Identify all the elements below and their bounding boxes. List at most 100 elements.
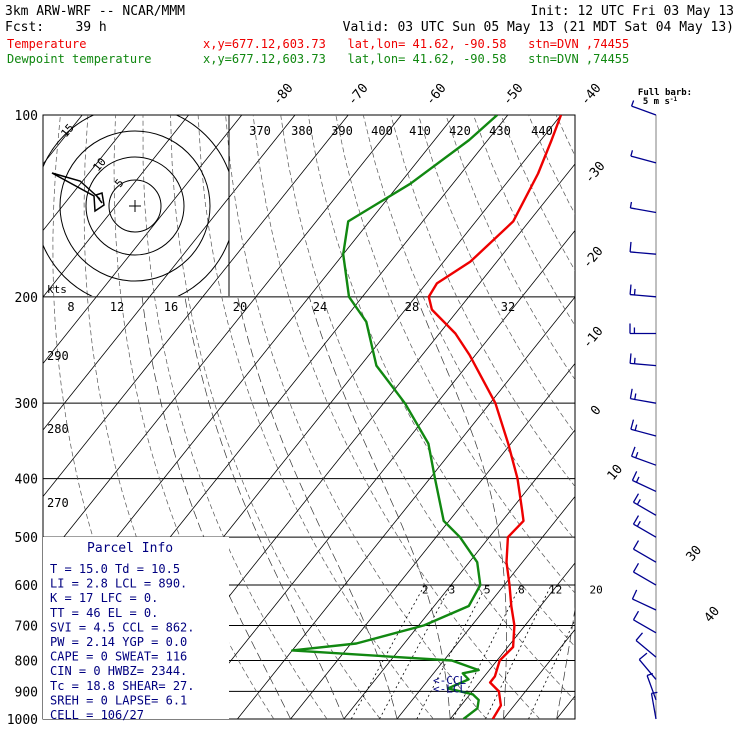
hodograph-axis-tick: 8 bbox=[67, 300, 74, 314]
parcel-info-row: TT = 46 EL = 0. bbox=[50, 606, 158, 620]
dewpoint-label: Dewpoint temperature bbox=[7, 52, 152, 66]
isotherm-label: -10 bbox=[580, 324, 607, 352]
mixing-ratio-line bbox=[350, 584, 425, 719]
wind-barb bbox=[630, 446, 657, 466]
sounding-traces bbox=[291, 115, 563, 719]
wind-barb-flag bbox=[651, 691, 658, 695]
wind-barb bbox=[635, 632, 657, 658]
wind-barb-flag bbox=[631, 589, 638, 600]
wind-barb-staff bbox=[630, 155, 657, 164]
ccl-annotation: <-CCL bbox=[433, 674, 466, 687]
mixing-ratio-line bbox=[452, 584, 521, 719]
dry-adiabat bbox=[170, 115, 381, 719]
hodograph-ring bbox=[59, 130, 211, 282]
wind-barb-staff bbox=[630, 207, 657, 214]
isotherm-label: -40 bbox=[578, 81, 605, 109]
dry-adiabat bbox=[500, 115, 575, 272]
wind-barb-staff bbox=[633, 571, 657, 586]
wind-barb-staff bbox=[633, 619, 657, 634]
pressure-tick-label: 600 bbox=[15, 579, 38, 594]
wind-barb-staff bbox=[631, 105, 657, 116]
pressure-tick-label: 300 bbox=[15, 397, 38, 412]
wind-barb-flag bbox=[632, 515, 640, 525]
isotherm-line bbox=[43, 115, 349, 498]
wind-barb-staff bbox=[633, 523, 657, 538]
dry-adiabat bbox=[197, 115, 434, 719]
isotherm-label: 30 bbox=[684, 543, 706, 565]
theta-label: 420 bbox=[449, 124, 471, 138]
wind-barb-staff bbox=[632, 598, 657, 611]
wind-barb-flag bbox=[636, 520, 641, 527]
mixing-ratio-label: 20 bbox=[590, 584, 603, 597]
hodograph-ring bbox=[85, 156, 185, 256]
wind-barb bbox=[629, 323, 656, 335]
wind-barb-flag bbox=[630, 150, 634, 157]
parcel-info-panel: Parcel Info T = 15.0 Td = 10.5LI = 2.8 L… bbox=[43, 537, 229, 722]
hodograph-unit-label: kts bbox=[47, 283, 67, 296]
mixing-ratio-line bbox=[485, 584, 552, 719]
wind-barb bbox=[630, 419, 657, 437]
dry-adiabat bbox=[721, 115, 740, 719]
mixing-ratio-label: 12 bbox=[549, 584, 562, 597]
isotherm-label: 10 bbox=[605, 462, 627, 484]
wind-barb bbox=[631, 471, 657, 493]
dry-adiabat bbox=[252, 115, 541, 719]
parcel-info-row: CAPE = 0 SWEAT= 116 bbox=[50, 650, 187, 664]
pressure-tick-label: 500 bbox=[15, 531, 38, 546]
wind-barb-staff bbox=[646, 675, 657, 701]
parcel-info-row: K = 17 LFC = 0. bbox=[50, 591, 158, 605]
wind-barb bbox=[638, 652, 657, 680]
isotherm-line bbox=[610, 115, 740, 719]
wind-barbs bbox=[629, 100, 658, 720]
dry-adiabat bbox=[307, 115, 575, 648]
wind-barb bbox=[632, 563, 657, 586]
wind-barb bbox=[632, 540, 657, 563]
wind-barb-flag bbox=[632, 563, 640, 573]
temperature-trace bbox=[427, 115, 563, 719]
valid-time: Valid: 03 UTC Sun 05 May 13 (21 MDT Sat … bbox=[343, 20, 734, 35]
isotherm-line bbox=[716, 115, 740, 719]
parcel-info-row: CIN = 0 HWBZ= 2344. bbox=[50, 664, 187, 678]
parcel-info-row: T = 15.0 Td = 10.5 bbox=[50, 562, 180, 576]
isotherm-line bbox=[449, 562, 575, 719]
parcel-info-row: Tc = 18.8 SHEAR= 27. bbox=[50, 679, 195, 693]
wind-barb bbox=[629, 201, 657, 214]
dewpoint-trace bbox=[291, 115, 498, 719]
theta-label: 390 bbox=[331, 124, 353, 138]
hodograph-axis-tick: 12 bbox=[110, 300, 124, 314]
isotherm-line bbox=[290, 362, 575, 719]
wind-barb-staff bbox=[633, 501, 657, 516]
wind-barb-flag bbox=[646, 672, 653, 677]
wind-barb bbox=[630, 150, 657, 164]
theta-label-left: 270 bbox=[47, 496, 69, 510]
wind-barb-staff bbox=[630, 293, 657, 298]
pressure-tick-label: 400 bbox=[15, 473, 38, 488]
wind-barb bbox=[650, 691, 658, 720]
isotherm-label: 0 bbox=[588, 403, 605, 419]
model-title: 3km ARW-WRF -- NCAR/MMM bbox=[5, 4, 185, 19]
lcl-annotation: <-LCL bbox=[433, 682, 466, 695]
dry-adiabat bbox=[335, 115, 575, 594]
isotherm-line bbox=[663, 115, 740, 719]
hodograph-rings bbox=[43, 115, 229, 296]
isotherm-line bbox=[343, 429, 575, 719]
dry-adiabat bbox=[528, 115, 575, 215]
mixing-ratio-label: 2 bbox=[422, 584, 429, 597]
wind-barb-flag bbox=[633, 288, 636, 295]
hodograph-ring-label: 10 bbox=[90, 155, 108, 174]
wind-barb bbox=[631, 589, 657, 611]
theta-label: 440 bbox=[531, 124, 553, 138]
pressure-tick-label: 800 bbox=[15, 654, 38, 669]
wind-barb-flag bbox=[629, 201, 633, 209]
wind-barb-staff bbox=[650, 693, 657, 720]
hodograph-axis-tick: 28 bbox=[405, 300, 419, 314]
isotherm-label: -70 bbox=[345, 81, 372, 109]
theta-label: 370 bbox=[249, 124, 271, 138]
isotherm-line bbox=[43, 115, 136, 232]
dry-adiabat bbox=[225, 115, 487, 719]
isotherm-label: -60 bbox=[423, 81, 450, 109]
mixing-ratio-label: 8 bbox=[518, 584, 525, 597]
wind-barb bbox=[629, 353, 657, 367]
isotherm-line bbox=[396, 495, 575, 719]
